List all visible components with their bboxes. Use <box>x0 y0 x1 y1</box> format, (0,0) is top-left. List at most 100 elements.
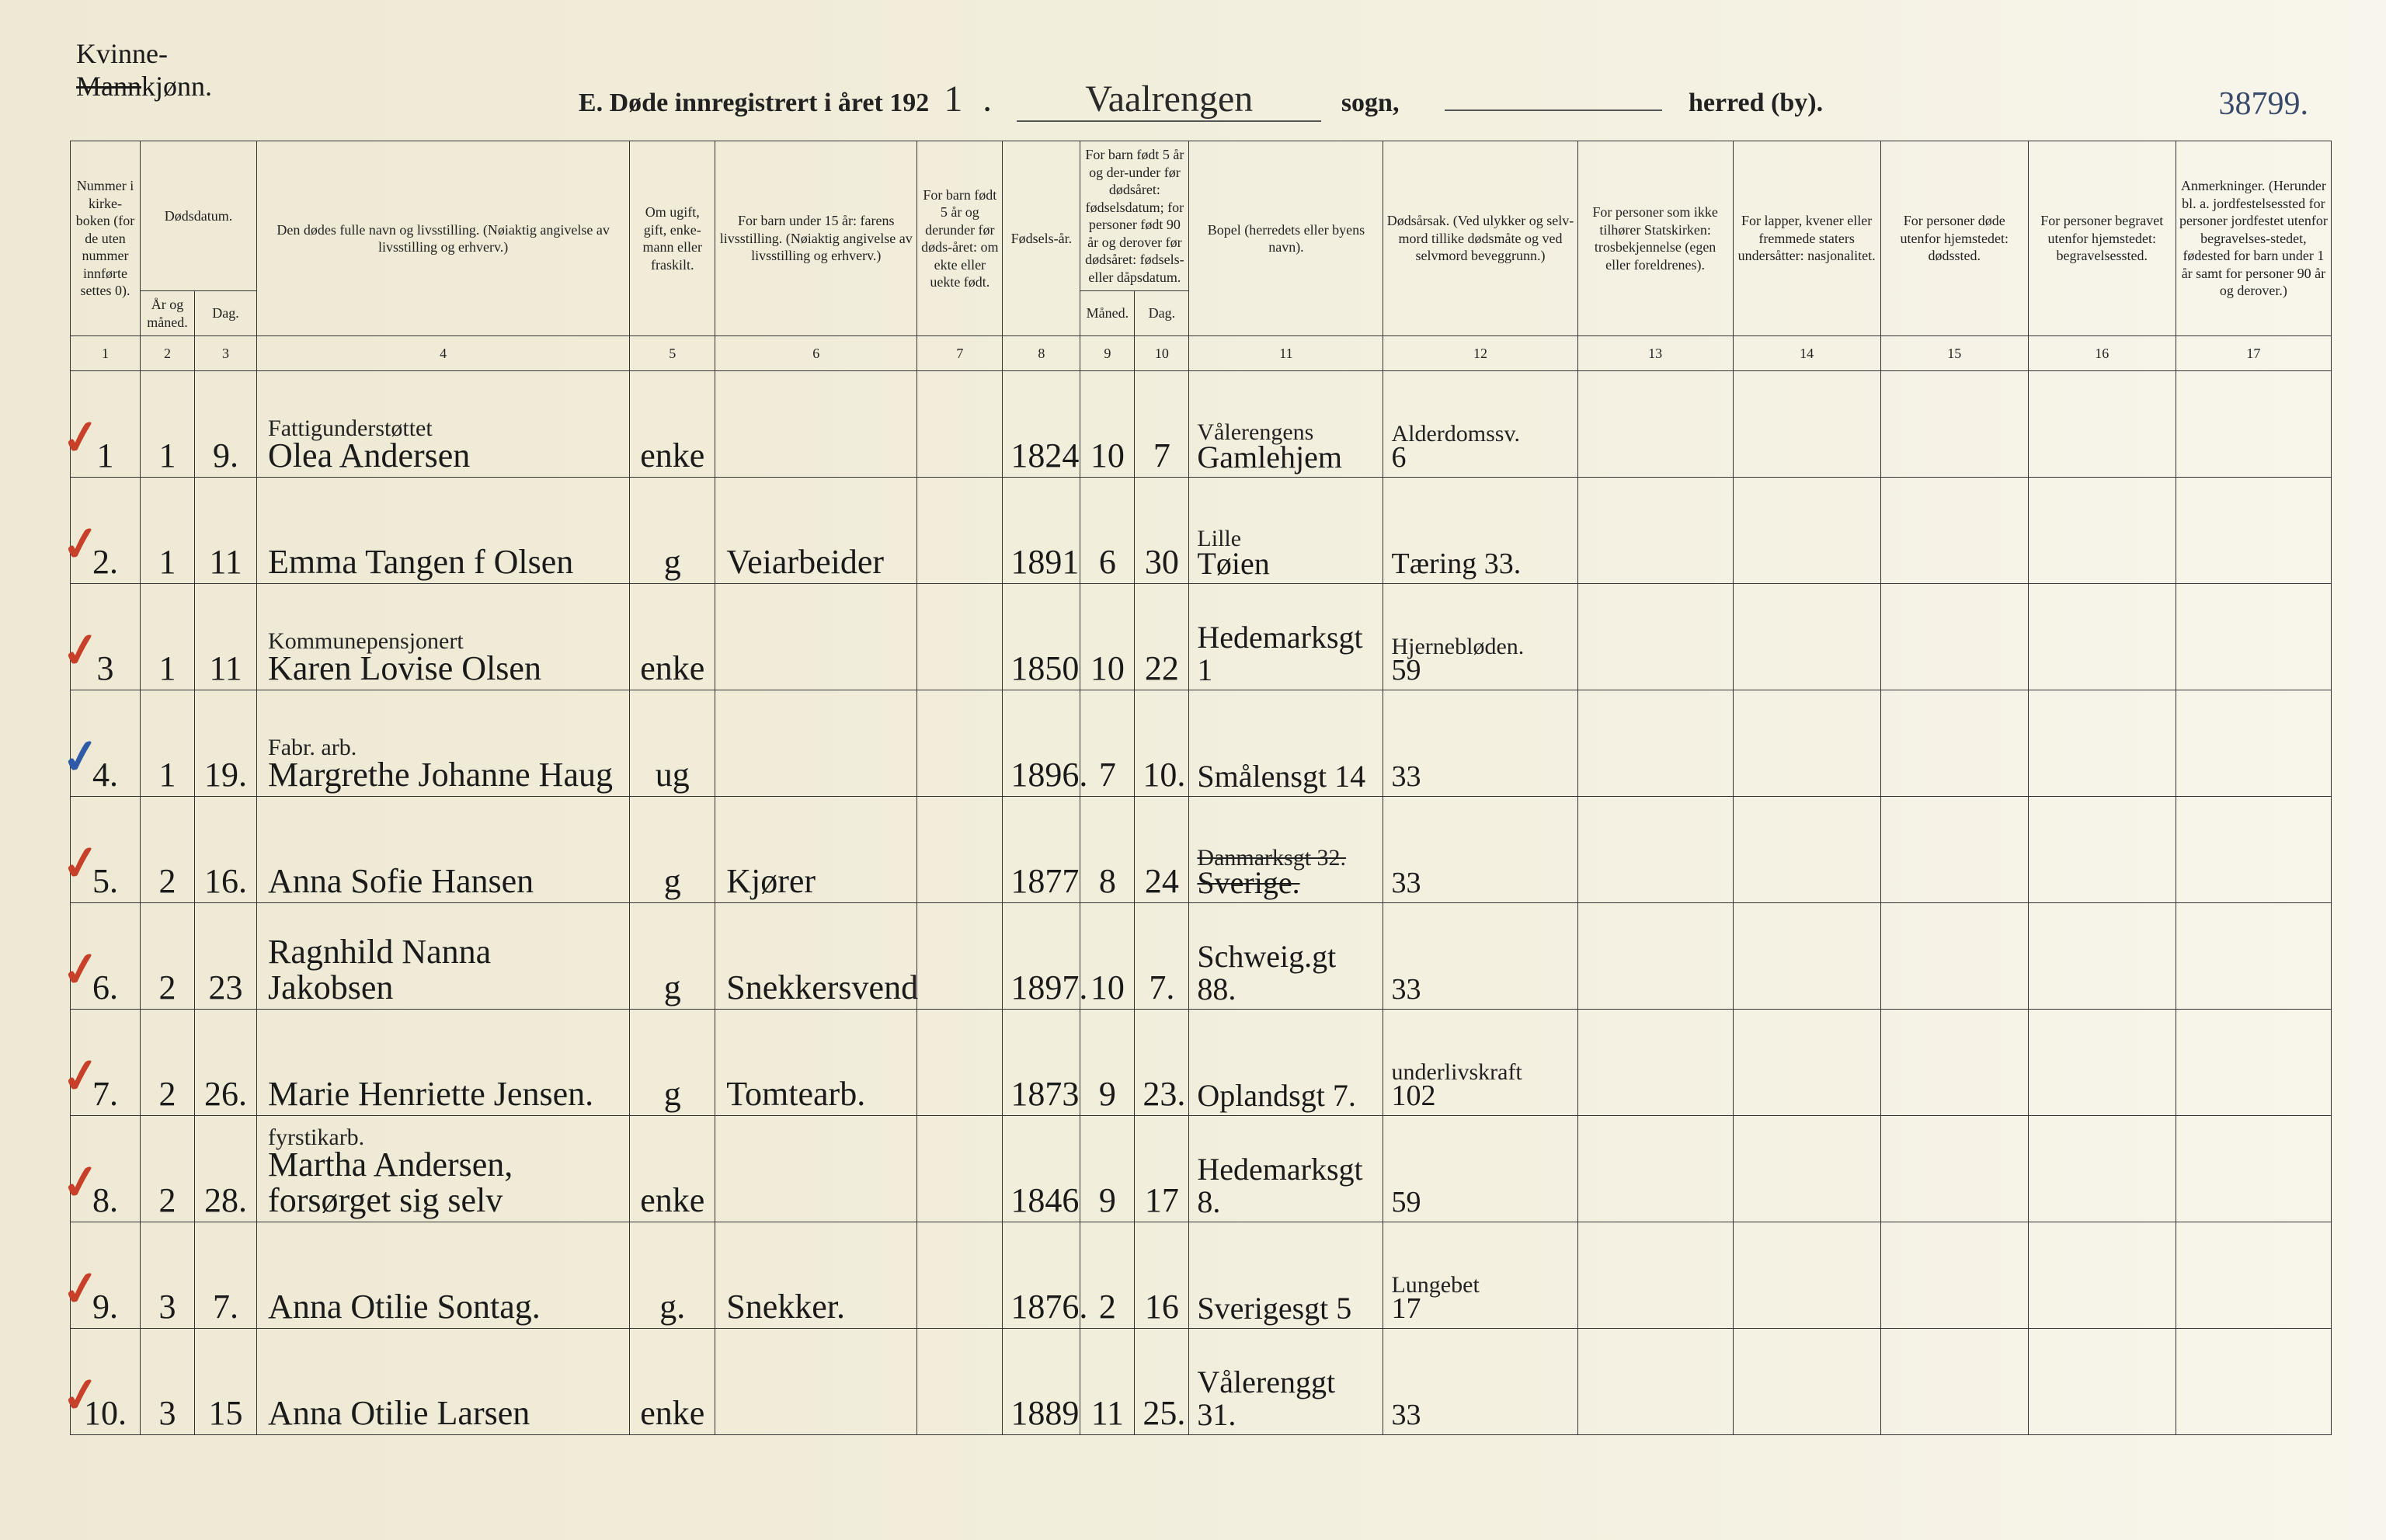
cell-17 <box>2176 903 2331 1010</box>
cell-status: ug <box>630 690 715 797</box>
cell-17 <box>2176 797 2331 903</box>
cell-birthyear: 1850 <box>1003 584 1080 690</box>
cell-name: Kommunepensjonert Karen Lovise Olsen <box>257 584 630 690</box>
cell-address: LilleTøien <box>1189 478 1383 584</box>
cell-day: 19. <box>195 690 257 797</box>
cell-legit <box>917 1010 1003 1116</box>
table-row: ✓ 4. 1 19. Fabr. arb. Margrethe Johanne … <box>71 690 2332 797</box>
cell-month: 1 <box>141 371 195 478</box>
cell-cause: Alderdomssv. 6 <box>1383 371 1577 478</box>
cell-17 <box>2176 584 2331 690</box>
cell-father: Veiarbeider <box>715 478 917 584</box>
cell-address: Danmarksgt 32.Sverige. <box>1189 797 1383 903</box>
cell-14 <box>1733 903 1880 1010</box>
page-title: E. Døde innregistrert i året 1921 . Vaal… <box>70 78 2332 122</box>
table-row: ✓ 6. 2 23 Ragnhild Nanna Jakobsen g Snek… <box>71 903 2332 1010</box>
colnum: 14 <box>1733 336 1880 371</box>
table-header: Nummer i kirke-boken (for de uten nummer… <box>71 141 2332 371</box>
cell-birthyear: 1824 <box>1003 371 1080 478</box>
colnum: 9 <box>1080 336 1135 371</box>
hdr-dag: Dag. <box>195 291 257 336</box>
cell-birthmonth: 9 <box>1080 1010 1135 1116</box>
check-mark-icon: ✓ <box>58 1368 104 1422</box>
cell-15 <box>1880 903 2028 1010</box>
cell-address: Schweig.gt 88. <box>1189 903 1383 1010</box>
table-row: ✓ 9. 3 7. Anna Otilie Sontag. g. Snekker… <box>71 1222 2332 1329</box>
cell-address: Sverigesgt 5 <box>1189 1222 1383 1329</box>
colnum: 1 <box>71 336 141 371</box>
name-superline: Kommunepensjonert <box>268 629 621 654</box>
cause-superline: Hjernebløden. <box>1391 634 1569 659</box>
cell-day: 11 <box>195 478 257 584</box>
cell-cause: 33 <box>1383 903 1577 1010</box>
cell-legit <box>917 797 1003 903</box>
cell-birthmonth: 7 <box>1080 690 1135 797</box>
check-mark-icon: ✓ <box>58 1156 104 1209</box>
cell-birthday: 7. <box>1135 903 1189 1010</box>
table-row: ✓ 1 1 9. Fattigunderstøttet Olea Anderse… <box>71 371 2332 478</box>
cell-legit <box>917 903 1003 1010</box>
colnum: 11 <box>1189 336 1383 371</box>
hdr-dodsdatum: Dødsdatum. <box>141 141 257 291</box>
cell-status: g <box>630 1010 715 1116</box>
hdr-maaned: Måned. <box>1080 291 1135 336</box>
cell-15 <box>1880 478 2028 584</box>
cell-birthmonth: 10 <box>1080 584 1135 690</box>
cell-name: Marie Henriette Jensen. <box>257 1010 630 1116</box>
sogn-label: sogn, <box>1341 89 1400 117</box>
cell-month: 3 <box>141 1222 195 1329</box>
cell-address: Vålerenggt 31. <box>1189 1329 1383 1435</box>
check-mark-icon: ✓ <box>58 1262 104 1316</box>
colnum: 6 <box>715 336 917 371</box>
colnum: 2 <box>141 336 195 371</box>
cell-birthyear: 1846 <box>1003 1116 1080 1222</box>
hdr-bopel: Bopel (herredets eller byens navn). <box>1189 141 1383 336</box>
cell-14 <box>1733 1010 1880 1116</box>
cell-cause: underlivskraft 102 <box>1383 1010 1577 1116</box>
cell-14 <box>1733 690 1880 797</box>
cell-14 <box>1733 1222 1880 1329</box>
cell-birthmonth: 10 <box>1080 371 1135 478</box>
ledger-table: Nummer i kirke-boken (for de uten nummer… <box>70 141 2332 1435</box>
cell-cause: 59 <box>1383 1116 1577 1222</box>
sogn-value: Vaalrengen <box>1017 78 1321 122</box>
cell-birthday: 25. <box>1135 1329 1189 1435</box>
name-superline: fyrstikarb. <box>268 1125 621 1150</box>
cell-13 <box>1577 1010 1733 1116</box>
cell-birthyear: 1876. <box>1003 1222 1080 1329</box>
cell-month: 1 <box>141 478 195 584</box>
cell-birthyear: 1877 <box>1003 797 1080 903</box>
cell-17 <box>2176 1116 2331 1222</box>
cell-birthyear: 1873 <box>1003 1010 1080 1116</box>
hdr-fodselsaar: Fødsels-år. <box>1003 141 1080 336</box>
cell-name: Ragnhild Nanna Jakobsen <box>257 903 630 1010</box>
cell-birthday: 17 <box>1135 1116 1189 1222</box>
cell-father: Snekker. <box>715 1222 917 1329</box>
cell-birthday: 22 <box>1135 584 1189 690</box>
hdr-begravsted: For personer begravet utenfor hjemstedet… <box>2028 141 2176 336</box>
cell-status: g. <box>630 1222 715 1329</box>
cell-birthmonth: 2 <box>1080 1222 1135 1329</box>
table-row: ✓ 7. 2 26. Marie Henriette Jensen. g Tom… <box>71 1010 2332 1116</box>
cell-14 <box>1733 1116 1880 1222</box>
addr-superline: Lille <box>1197 527 1375 551</box>
cell-status: enke <box>630 1116 715 1222</box>
cell-16 <box>2028 1329 2176 1435</box>
cell-birthday: 10. <box>1135 690 1189 797</box>
cell-legit <box>917 478 1003 584</box>
colnum: 4 <box>257 336 630 371</box>
cell-13 <box>1577 690 1733 797</box>
cell-legit <box>917 584 1003 690</box>
cell-father <box>715 371 917 478</box>
cell-13 <box>1577 478 1733 584</box>
cell-15 <box>1880 1222 2028 1329</box>
addr-superline: Vålerengens <box>1197 420 1375 445</box>
cell-birthmonth: 10 <box>1080 903 1135 1010</box>
cell-15 <box>1880 371 2028 478</box>
cell-16 <box>2028 797 2176 903</box>
colnum: 16 <box>2028 336 2176 371</box>
hdr-sivilstand: Om ugift, gift, enke-mann eller fraskilt… <box>630 141 715 336</box>
cell-17 <box>2176 690 2331 797</box>
table-row: ✓ 5. 2 16. Anna Sofie Hansen g Kjører 18… <box>71 797 2332 903</box>
colnum: 7 <box>917 336 1003 371</box>
